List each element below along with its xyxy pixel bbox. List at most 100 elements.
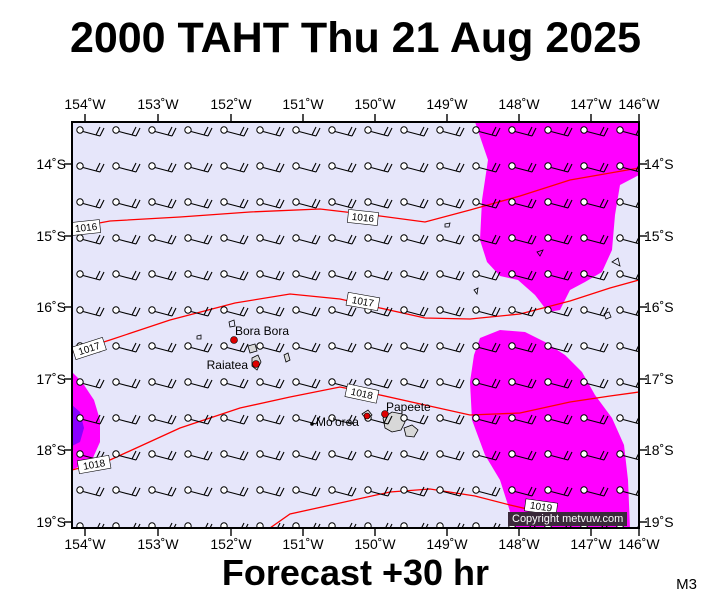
wind-barb-icon (436, 270, 465, 281)
wind-barb-icon (112, 378, 141, 389)
wind-barb-icon (580, 234, 609, 245)
place-label-moorea: Mo'orea (316, 415, 359, 429)
wind-barb-icon (148, 486, 177, 497)
wind-barb-icon (400, 198, 429, 209)
atoll-tuamotu-4 (536, 249, 544, 257)
wind-barb-icon (292, 162, 321, 173)
wind-barb-icon (328, 306, 357, 317)
longitude-label-bottom: 148˚W (498, 536, 540, 552)
wind-barbs (76, 126, 639, 528)
wind-barb-icon (184, 126, 213, 137)
wind-barb-icon (112, 198, 141, 209)
wind-barb-icon (292, 234, 321, 245)
wind-barb-icon (220, 162, 249, 173)
wind-barb-icon (256, 414, 285, 425)
wind-barb-icon (400, 270, 429, 281)
town-raiatea (252, 360, 260, 368)
wind-barb-icon (472, 198, 501, 209)
atoll-tetiaroa (444, 222, 451, 228)
isobar-label-text: 1016 (351, 212, 375, 225)
latitude-label-right: 16˚S (644, 299, 674, 315)
wind-barb-icon (436, 234, 465, 245)
wind-barb-icon (544, 126, 573, 137)
wind-barb-icon (472, 414, 501, 425)
longitude-label-top: 146˚W (618, 96, 660, 112)
wind-barb-icon (184, 450, 213, 461)
latitude-label-left: 18˚S (36, 442, 66, 458)
wind-barb-icon (220, 126, 249, 137)
wind-barb-icon (616, 162, 639, 173)
wind-barb-icon (436, 342, 465, 353)
wind-barb-icon (76, 378, 105, 389)
wind-barb-icon (256, 234, 285, 245)
longitude-label-top: 154˚W (64, 96, 106, 112)
place-label-bora-bora: Bora Bora (235, 324, 289, 338)
wind-barb-icon (364, 486, 393, 497)
wind-barb-icon (508, 486, 537, 497)
wind-barb-icon (220, 234, 249, 245)
town-small-1 (310, 422, 314, 426)
wind-barb-icon (76, 198, 105, 209)
wind-barb-icon (184, 306, 213, 317)
wind-barb-icon (148, 234, 177, 245)
wind-barb-icon (184, 414, 213, 425)
wind-barb-icon (544, 378, 573, 389)
longitude-label-bottom: 146˚W (618, 536, 660, 552)
wind-barb-icon (256, 162, 285, 173)
wind-barb-icon (256, 126, 285, 137)
wind-barb-icon (580, 162, 609, 173)
wind-barb-icon (76, 306, 105, 317)
wind-barb-icon (256, 306, 285, 317)
wind-barb-icon (544, 270, 573, 281)
wind-barb-icon (364, 198, 393, 209)
wind-barb-icon (292, 270, 321, 281)
island-tahiti (382, 411, 406, 433)
wind-barb-icon (256, 198, 285, 209)
wind-barb-icon (184, 162, 213, 173)
wind-barb-icon (508, 306, 537, 317)
longitude-label-top: 148˚W (498, 96, 540, 112)
wind-barb-icon (148, 342, 177, 353)
wind-barb-icon (364, 234, 393, 245)
wind-barb-icon (328, 126, 357, 137)
wind-barb-icon (400, 126, 429, 137)
wind-barb-icon (220, 450, 249, 461)
longitude-label-top: 151˚W (282, 96, 324, 112)
wind-barb-icon (472, 270, 501, 281)
wind-barb-icon (580, 270, 609, 281)
wind-barb-icon (184, 486, 213, 497)
longitude-label-bottom: 151˚W (282, 536, 324, 552)
wind-barb-icon (436, 126, 465, 137)
wind-barb-icon (292, 486, 321, 497)
wind-barb-icon (76, 414, 105, 425)
wind-barb-icon (508, 342, 537, 353)
wind-barb-icon (364, 378, 393, 389)
wind-barb-icon (328, 162, 357, 173)
wind-barb-icon (292, 126, 321, 137)
forecast-hour-label: Forecast +30 hr (221, 552, 490, 593)
wind-barb-icon (148, 378, 177, 389)
wind-barb-icon (328, 234, 357, 245)
isobar-label-1018-west: 1018 (76, 454, 112, 475)
wind-barb-icon (508, 270, 537, 281)
latitude-label-left: 17˚S (36, 371, 66, 387)
wind-barb-icon (472, 234, 501, 245)
isobar-label-1016-west: 1016 (71, 219, 101, 236)
latitude-label-right: 15˚S (644, 228, 674, 244)
longitude-label-top: 149˚W (426, 96, 468, 112)
wind-barb-icon (220, 306, 249, 317)
rain-area-north (475, 122, 639, 312)
wind-barb-icon (184, 270, 213, 281)
latitude-label-left: 19˚S (36, 514, 66, 530)
wind-barb-icon (400, 342, 429, 353)
wind-barb-icon (580, 414, 609, 425)
wind-barb-icon (544, 306, 573, 317)
wind-barb-icon (112, 306, 141, 317)
wind-barb-icon (76, 126, 105, 137)
wind-barb-icon (544, 162, 573, 173)
wind-barb-icon (148, 198, 177, 209)
axis-ticks (64, 114, 647, 536)
wind-barb-icon (580, 198, 609, 209)
wind-barb-icon (508, 450, 537, 461)
wind-barb-icon (364, 450, 393, 461)
